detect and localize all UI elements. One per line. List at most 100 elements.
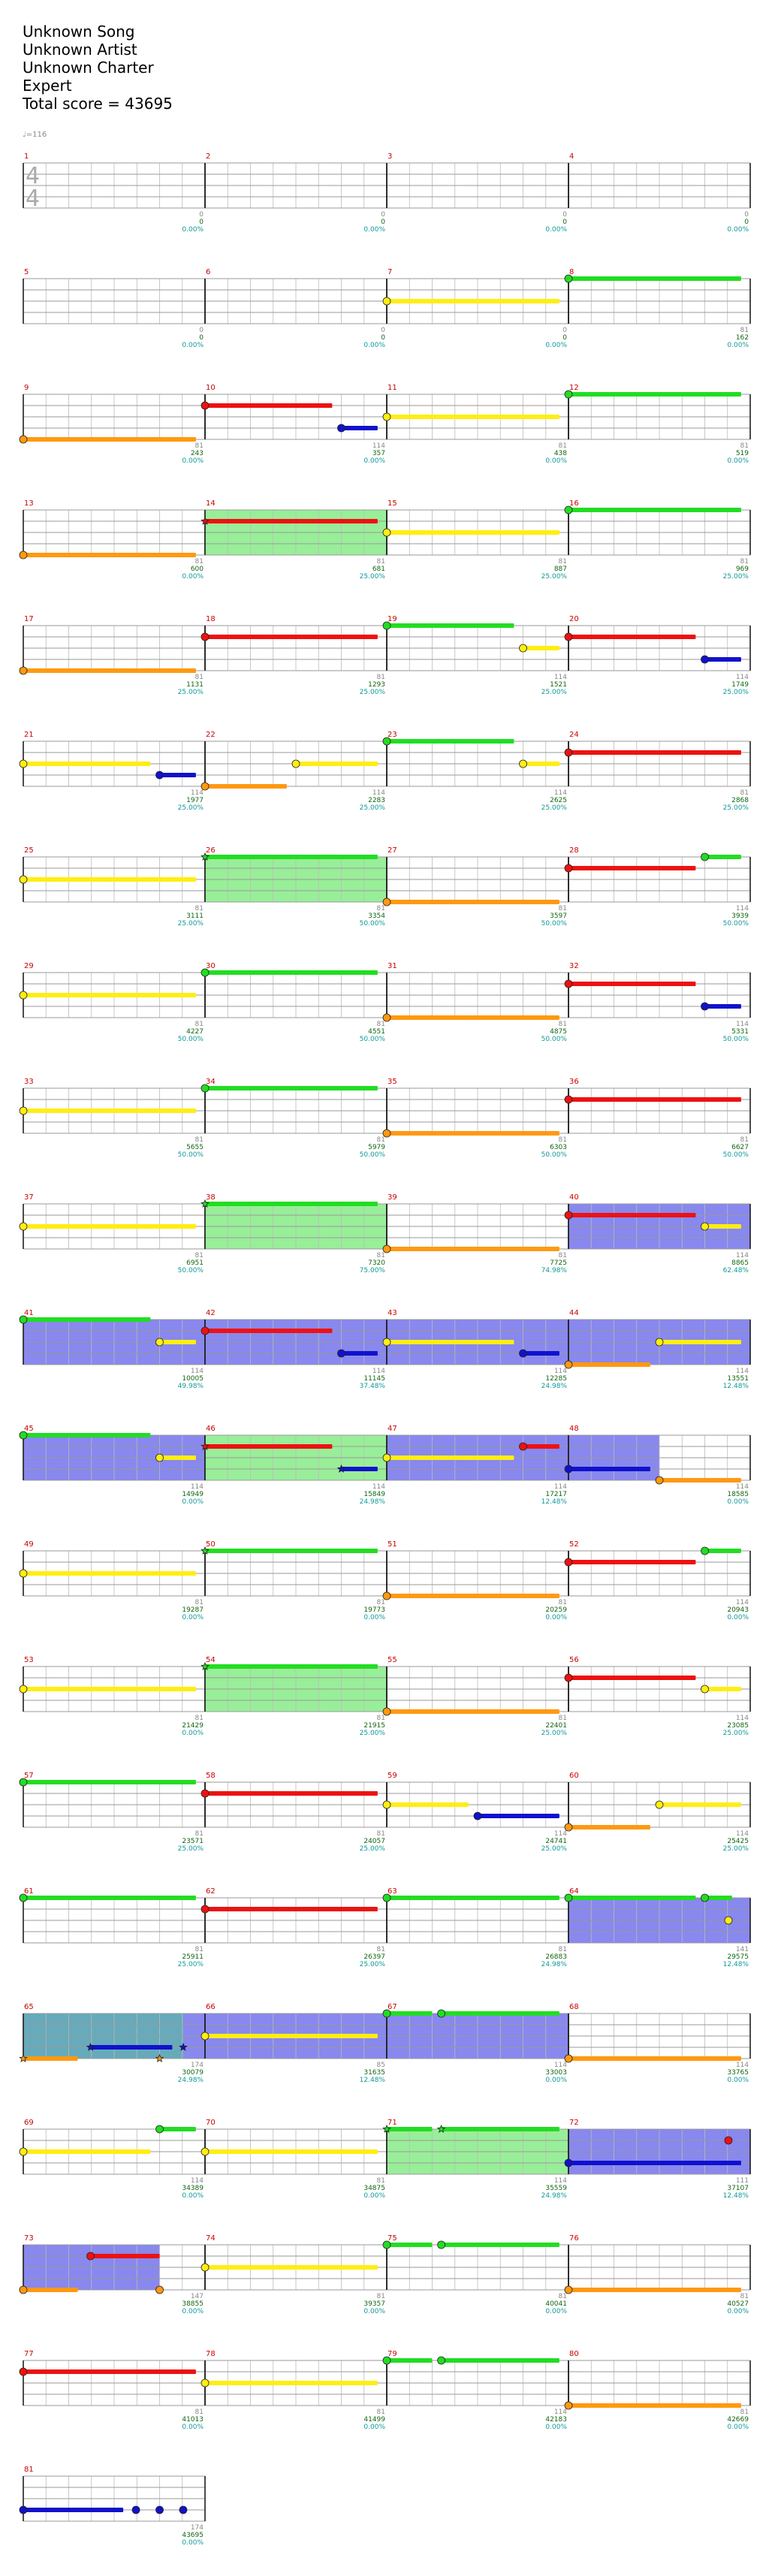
measure-star-power-percent: 25.00% bbox=[360, 1961, 386, 1968]
measure-number: 10 bbox=[206, 384, 216, 392]
note bbox=[382, 1129, 391, 1138]
measure-score: 40527 bbox=[727, 2300, 749, 2308]
note bbox=[701, 1893, 709, 1902]
measure-score: 24741 bbox=[545, 1838, 567, 1845]
sustain-bar bbox=[23, 1317, 151, 1322]
star-note bbox=[19, 2053, 28, 2062]
measure-base-score: 114 bbox=[736, 1252, 749, 1259]
measure-score: 5331 bbox=[731, 1028, 749, 1036]
song-difficulty: Expert bbox=[23, 77, 72, 95]
sustain-bar bbox=[568, 508, 741, 512]
measure-star-power-percent: 12.48% bbox=[723, 1383, 749, 1390]
sustain-bar bbox=[90, 2254, 160, 2258]
sustain-bar bbox=[387, 299, 559, 303]
measure-base-score: 81 bbox=[195, 1252, 204, 1259]
measure-star-power-percent: 0.00% bbox=[545, 2424, 567, 2431]
measure-score: 1977 bbox=[186, 797, 204, 804]
measure-star-power-percent: 50.00% bbox=[360, 1036, 386, 1043]
measure-score: 19773 bbox=[363, 1606, 385, 1614]
note bbox=[19, 1685, 28, 1694]
measure-star-power-percent: 50.00% bbox=[178, 1267, 204, 1274]
measure-base-score: 114 bbox=[191, 1483, 204, 1491]
measure-number: 11 bbox=[388, 384, 397, 392]
measure-star-power-percent: 50.00% bbox=[541, 920, 568, 928]
measure-base-score: 114 bbox=[554, 2062, 567, 2069]
sustain-bar bbox=[341, 1351, 378, 1356]
measure-score: 0 bbox=[199, 219, 204, 226]
measure-number: 53 bbox=[24, 1656, 34, 1664]
star-note bbox=[201, 1199, 210, 1208]
measure-number: 9 bbox=[24, 384, 29, 392]
sustain-bar bbox=[387, 1015, 559, 1020]
note bbox=[19, 875, 28, 884]
sustain-bar bbox=[568, 1213, 696, 1217]
note bbox=[19, 550, 28, 560]
sustain-bar bbox=[23, 2369, 196, 2374]
measure-star-power-percent: 75.00% bbox=[360, 1267, 386, 1274]
sustain-bar bbox=[23, 1571, 196, 1576]
measure-score: 7725 bbox=[550, 1259, 567, 1267]
measure-star-power-percent: 24.98% bbox=[541, 2192, 568, 2200]
measure-star-power-percent: 0.00% bbox=[727, 2424, 749, 2431]
note bbox=[19, 759, 28, 768]
measure-star-power-percent: 0.00% bbox=[545, 2077, 567, 2084]
total-score: Total score = 43695 bbox=[23, 95, 173, 113]
measure-base-score: 81 bbox=[559, 442, 567, 450]
measure-score: 26397 bbox=[363, 1953, 385, 1961]
measure-score: 243 bbox=[191, 450, 204, 457]
measure-base-score: 114 bbox=[736, 674, 749, 681]
note bbox=[155, 2125, 164, 2134]
note bbox=[201, 2263, 210, 2272]
measure-number: 30 bbox=[206, 962, 216, 970]
sustain-bar bbox=[704, 1004, 741, 1009]
measure-base-score: 114 bbox=[736, 1483, 749, 1491]
measure-base-score: 81 bbox=[377, 1136, 385, 1144]
measure-star-power-percent: 12.48% bbox=[723, 2192, 749, 2200]
note bbox=[724, 2136, 733, 2145]
note bbox=[701, 655, 709, 664]
measure-number: 29 bbox=[24, 962, 34, 970]
measure-score: 31635 bbox=[363, 2069, 385, 2077]
measure-score: 3597 bbox=[550, 912, 567, 920]
note bbox=[155, 2285, 164, 2294]
measure-number: 74 bbox=[206, 2234, 216, 2243]
star-note bbox=[86, 2042, 95, 2051]
note bbox=[655, 1800, 664, 1809]
note bbox=[19, 666, 28, 675]
sustain-bar bbox=[478, 1814, 559, 1818]
measure-number: 22 bbox=[206, 731, 216, 739]
measure-score: 14949 bbox=[182, 1491, 204, 1498]
measure-number: 40 bbox=[569, 1193, 579, 1202]
note bbox=[201, 401, 210, 410]
measure-score: 4227 bbox=[186, 1028, 204, 1036]
measure-score: 34389 bbox=[182, 2185, 204, 2192]
measure-star-power-percent: 0.00% bbox=[545, 457, 567, 465]
measure-base-score: 81 bbox=[195, 2409, 204, 2416]
star-note bbox=[382, 2124, 391, 2133]
note bbox=[382, 621, 391, 630]
measure-star-power-percent: 12.48% bbox=[723, 1961, 749, 1968]
measure-number: 2 bbox=[206, 152, 210, 161]
measure-score: 0 bbox=[381, 334, 385, 342]
measure-score: 438 bbox=[554, 450, 567, 457]
sustain-bar bbox=[23, 668, 196, 673]
measure-score: 600 bbox=[191, 566, 204, 573]
measure-score: 30079 bbox=[182, 2069, 204, 2077]
note bbox=[19, 1315, 28, 1324]
song-charter: Unknown Charter bbox=[23, 59, 154, 77]
measure-star-power-percent: 0.00% bbox=[182, 1614, 204, 1621]
measure-star-power-percent: 0.00% bbox=[363, 2308, 385, 2315]
note bbox=[382, 1244, 391, 1253]
measure-number: 38 bbox=[206, 1193, 216, 1202]
measure-base-score: 114 bbox=[736, 1021, 749, 1028]
measure-score: 22401 bbox=[545, 1722, 567, 1730]
sustain-bar bbox=[568, 2161, 741, 2165]
sustain-bar bbox=[205, 784, 287, 789]
sustain-bar bbox=[441, 2011, 559, 2016]
measure-number: 67 bbox=[388, 2003, 397, 2011]
measure-number: 31 bbox=[388, 962, 397, 970]
measure-star-power-percent: 0.00% bbox=[182, 1498, 204, 1506]
note bbox=[564, 274, 573, 283]
measure-number: 41 bbox=[24, 1309, 34, 1317]
measure-number: 81 bbox=[24, 2466, 34, 2474]
